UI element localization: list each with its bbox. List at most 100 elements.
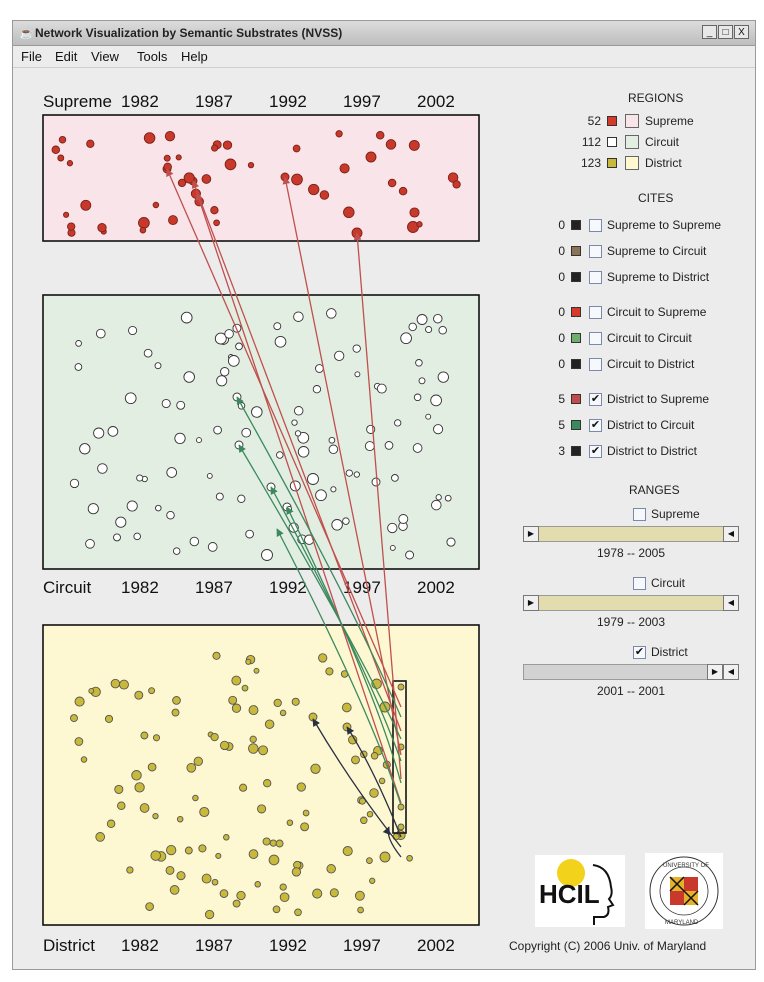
case-node[interactable] <box>343 206 355 219</box>
case-node[interactable] <box>387 522 398 534</box>
case-node[interactable] <box>224 329 234 339</box>
case-node[interactable] <box>128 325 138 336</box>
case-node[interactable] <box>379 851 391 863</box>
case-node[interactable] <box>184 846 193 855</box>
case-node[interactable] <box>264 719 275 729</box>
case-node[interactable] <box>211 878 219 886</box>
case-node[interactable] <box>152 812 159 820</box>
case-node[interactable] <box>310 763 321 774</box>
case-node[interactable] <box>328 444 339 455</box>
case-node[interactable] <box>318 653 328 663</box>
case-node[interactable] <box>254 881 261 888</box>
case-node[interactable] <box>286 819 294 826</box>
case-node[interactable] <box>275 839 284 848</box>
case-node[interactable] <box>302 809 310 817</box>
case-node[interactable] <box>385 139 397 150</box>
case-node[interactable] <box>387 178 397 188</box>
menu-edit[interactable]: Edit <box>55 49 78 64</box>
cite-checkbox[interactable] <box>589 306 602 319</box>
case-node[interactable] <box>334 350 345 362</box>
case-node[interactable] <box>86 139 95 148</box>
case-node[interactable] <box>452 180 461 189</box>
case-node[interactable] <box>131 770 142 781</box>
case-node[interactable] <box>245 529 254 539</box>
case-node[interactable] <box>296 782 306 792</box>
network-canvas[interactable]: Supreme 1982 1987 1992 1997 2002 Circuit… <box>13 67 513 967</box>
case-node[interactable] <box>138 217 150 229</box>
case-node[interactable] <box>400 332 412 345</box>
case-node[interactable] <box>342 846 353 857</box>
case-node[interactable] <box>74 696 85 707</box>
case-node[interactable] <box>352 344 361 353</box>
case-node[interactable] <box>199 806 210 818</box>
cite-color-swatch[interactable] <box>571 359 581 369</box>
case-node[interactable] <box>398 186 408 196</box>
cite-checkbox[interactable] <box>589 332 602 345</box>
case-node[interactable] <box>366 857 373 864</box>
menu-tools[interactable]: Tools <box>137 49 168 64</box>
case-node[interactable] <box>80 756 88 763</box>
cite-color-swatch[interactable] <box>571 394 581 404</box>
case-node[interactable] <box>124 392 137 405</box>
case-node[interactable] <box>406 854 413 862</box>
case-node[interactable] <box>263 779 272 788</box>
case-node[interactable] <box>294 430 302 437</box>
range-checkbox[interactable]: ✔ <box>633 646 646 659</box>
case-node[interactable] <box>397 823 405 831</box>
case-node[interactable] <box>438 325 447 335</box>
case-node[interactable] <box>294 908 302 917</box>
case-node[interactable] <box>312 385 322 394</box>
range-checkbox[interactable] <box>633 508 646 521</box>
case-node[interactable] <box>276 451 284 459</box>
case-node[interactable] <box>291 697 300 706</box>
case-node[interactable] <box>174 432 186 445</box>
menu-view[interactable]: View <box>91 49 119 64</box>
case-node[interactable] <box>88 687 95 694</box>
case-node[interactable] <box>241 427 252 438</box>
case-node[interactable] <box>415 359 423 367</box>
case-node[interactable] <box>219 740 230 751</box>
case-node[interactable] <box>431 499 442 511</box>
supreme-region[interactable] <box>42 114 480 242</box>
case-node[interactable] <box>245 658 252 665</box>
case-node[interactable] <box>408 322 417 332</box>
case-node[interactable] <box>425 413 432 420</box>
case-node[interactable] <box>139 226 147 234</box>
range-toggle-district[interactable]: ✔ District <box>633 644 743 662</box>
case-node[interactable] <box>152 734 161 742</box>
range-slider-supreme[interactable]: ▶ ◀ <box>523 526 739 542</box>
case-node[interactable] <box>319 190 330 200</box>
case-node[interactable] <box>325 667 334 676</box>
case-node[interactable] <box>273 322 282 331</box>
case-node[interactable] <box>58 135 67 144</box>
case-node[interactable] <box>412 443 423 453</box>
case-node[interactable] <box>180 311 193 324</box>
case-node[interactable] <box>57 154 65 162</box>
case-node[interactable] <box>214 332 227 345</box>
cite-checkbox[interactable]: ✔ <box>589 419 602 432</box>
cite-color-swatch[interactable] <box>571 272 581 282</box>
case-node[interactable] <box>257 804 267 814</box>
case-node[interactable] <box>239 783 248 792</box>
case-node[interactable] <box>360 816 368 825</box>
case-node[interactable] <box>110 678 121 689</box>
case-node[interactable] <box>166 844 177 856</box>
case-node[interactable] <box>389 544 396 551</box>
case-node[interactable] <box>262 837 271 846</box>
case-node[interactable] <box>192 794 199 802</box>
case-node[interactable] <box>235 342 243 351</box>
case-node[interactable] <box>97 463 108 474</box>
case-node[interactable] <box>308 183 320 196</box>
case-node[interactable] <box>371 477 381 487</box>
case-node[interactable] <box>164 131 176 142</box>
case-node[interactable] <box>354 890 365 901</box>
case-node[interactable] <box>248 743 259 754</box>
case-node[interactable] <box>366 810 374 818</box>
case-node[interactable] <box>291 419 298 426</box>
case-node[interactable] <box>375 131 385 140</box>
case-node[interactable] <box>369 788 379 798</box>
slider-track[interactable] <box>523 526 739 542</box>
region-fill-swatch[interactable] <box>625 156 639 170</box>
case-node[interactable] <box>168 215 178 226</box>
case-node[interactable] <box>398 514 409 524</box>
